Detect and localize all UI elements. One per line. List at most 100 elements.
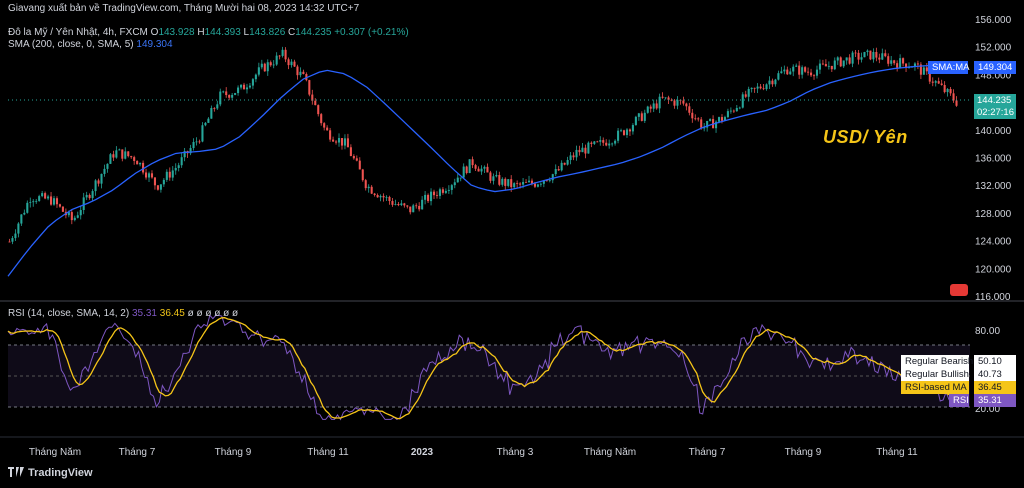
candle-body: [346, 138, 349, 148]
candle-body: [441, 189, 444, 193]
candle-body: [551, 174, 554, 181]
candle-body: [139, 162, 142, 165]
candle-body: [180, 157, 183, 166]
candle-body: [397, 204, 400, 206]
candle-body: [355, 158, 358, 161]
candle-body: [830, 65, 833, 70]
candle-body: [729, 110, 732, 112]
high-label: H: [197, 27, 205, 38]
candle-body: [818, 63, 821, 70]
candle-body: [720, 117, 724, 121]
sma-legend[interactable]: SMA (200, close, 0, SMA, 5) 149.304: [8, 39, 173, 50]
candle-body: [11, 238, 14, 242]
price-tick: 140.000: [975, 126, 1012, 137]
candle-body: [195, 141, 198, 143]
candle-body: [192, 141, 195, 149]
candle-body: [254, 74, 257, 80]
candle-body: [450, 185, 453, 190]
candle-body: [361, 169, 364, 181]
candle-body: [605, 142, 608, 146]
candle-body: [370, 186, 373, 194]
price-axis: 156.000152.000148.000144.000140.000136.0…: [975, 15, 1012, 303]
candle-body: [854, 52, 857, 54]
candle-body: [293, 61, 296, 67]
candle-body: [272, 64, 275, 66]
candle-body: [299, 71, 302, 76]
candle-body: [670, 99, 673, 101]
candle-body: [382, 195, 385, 198]
candle-body: [836, 57, 839, 61]
candle-body: [55, 198, 59, 205]
rsi-axis-value: 35.31: [974, 394, 1016, 407]
candle-body: [153, 177, 156, 186]
candle-body: [631, 125, 634, 132]
candle-body: [884, 53, 887, 57]
candle-body: [789, 71, 792, 75]
candle-body: [715, 121, 718, 129]
candle-body: [165, 171, 168, 180]
candle-body: [620, 130, 623, 132]
candle-body: [611, 143, 614, 145]
time-tick: Tháng 3: [497, 447, 534, 458]
candle-body: [210, 108, 213, 119]
candle-body: [67, 212, 70, 216]
candlesticks: [8, 46, 958, 245]
candle-body: [569, 155, 572, 161]
candle-body: [308, 80, 311, 95]
rsi-axis: 80.00 20.00: [975, 326, 1000, 415]
candle-body: [706, 120, 709, 128]
flag-icon[interactable]: [950, 284, 968, 296]
candle-body: [913, 63, 916, 67]
rsi-tick: 20.00: [975, 404, 1000, 415]
candle-body: [248, 85, 251, 88]
candle-body: [700, 119, 703, 128]
sma-axis-tag-value: 149.304: [974, 61, 1016, 74]
candle-body: [427, 194, 430, 202]
candle-body: [406, 205, 409, 207]
symbol-legend[interactable]: Đô la Mỹ / Yên Nhật, 4h, FXCM O143.928 H…: [8, 27, 409, 38]
candle-body: [471, 159, 474, 166]
candle-body: [189, 148, 192, 154]
candle-body: [112, 154, 115, 158]
candle-body: [329, 130, 332, 140]
candle-body: [812, 75, 816, 77]
candle-body: [548, 180, 551, 182]
candle-body: [827, 65, 830, 67]
candle-body: [91, 191, 94, 199]
rsi-legend[interactable]: RSI (14, close, SMA, 14, 2) 35.31 36.45 …: [8, 308, 238, 319]
candle-body: [88, 194, 91, 199]
sma-label[interactable]: SMA (200, close, 0, SMA, 5): [8, 39, 134, 50]
last-price-box: 144.235 02:27:16: [974, 94, 1016, 119]
price-tick: 148.000: [975, 70, 1012, 81]
candle-body: [388, 196, 391, 202]
price-tick: 136.000: [975, 154, 1012, 165]
symbol-title[interactable]: Đô la Mỹ / Yên Nhật, 4h, FXCM: [8, 27, 148, 38]
candle-body: [349, 147, 352, 157]
candle-body: [563, 162, 566, 165]
rsi-label[interactable]: RSI (14, close, SMA, 14, 2): [8, 308, 130, 319]
candle-body: [76, 215, 79, 218]
candle-body: [780, 71, 783, 74]
tradingview-logo[interactable]: TradingView: [8, 467, 93, 479]
candle-body: [744, 94, 747, 97]
candle-body: [735, 107, 738, 112]
candle-body: [418, 205, 421, 210]
candle-body: [810, 72, 813, 76]
candle-body: [658, 96, 661, 109]
candle-body: [566, 160, 569, 165]
candle-body: [340, 138, 344, 146]
candle-body: [468, 159, 471, 174]
candle-body: [798, 65, 801, 75]
candle-body: [127, 151, 130, 157]
candle-body: [222, 91, 225, 93]
candle-body: [694, 118, 697, 120]
candle-body: [896, 63, 899, 68]
candle-body: [768, 80, 771, 85]
close-label: C: [288, 27, 296, 38]
candle-body: [771, 80, 774, 85]
time-axis: Tháng Năm Tháng 7 Tháng 9 Tháng 11 2023 Tháng…: [29, 447, 918, 458]
time-tick: Tháng 7: [119, 447, 156, 458]
candle-body: [136, 160, 139, 165]
candle-body: [824, 64, 827, 67]
